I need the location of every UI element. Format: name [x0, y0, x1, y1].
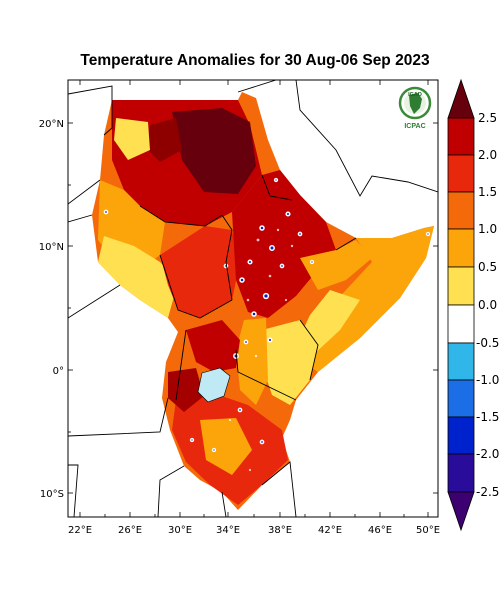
region-kenya-east	[262, 320, 318, 405]
colorbar-label-1-0: 1.0	[478, 222, 497, 236]
warm-mottle	[228, 228, 294, 472]
region-tanzania-mild	[200, 418, 252, 475]
colorbar-band-0-5-1-0	[447, 228, 475, 268]
map-frame	[67, 79, 439, 518]
colorbar-label-m0-5: -0.5	[476, 336, 499, 350]
colorbar-band-m2-0-m1-5	[447, 453, 475, 493]
colorbar-label-m1-5: -1.5	[476, 410, 499, 424]
map-title: Temperature Anomalies for 30 Aug-06 Sep …	[80, 52, 430, 69]
colorbar-label-m2-0: -2.0	[476, 447, 499, 461]
colorbar-bottom-arrow	[447, 491, 475, 532]
lake-victoria	[197, 367, 231, 403]
axis-ticks	[68, 80, 438, 517]
colorbar-label-m1-0: -1.0	[476, 373, 499, 387]
colorbar-band-1-5-2-0	[447, 154, 475, 193]
lon-label-22e: 22°E	[68, 525, 92, 536]
logo-bottom-text: ICPAC	[404, 123, 425, 130]
lat-label-10s: 10°S	[40, 489, 64, 500]
colorbar-top-arrow	[447, 78, 475, 119]
colorbar-band-m0-5-0-0	[447, 342, 475, 381]
colorbar-label-0-5: 0.5	[478, 260, 497, 274]
region-north-extreme	[172, 108, 256, 194]
colorbar-label-1-5: 1.5	[478, 185, 497, 199]
lon-label-34e: 34°E	[216, 525, 240, 536]
logo-top-text: IGAD	[408, 92, 422, 98]
colorbar-label-m2-5: -2.5	[476, 485, 499, 499]
lat-label-0: 0°	[53, 366, 64, 377]
colorbar-band-2-0-2-5	[447, 117, 475, 156]
anomaly-field	[68, 80, 438, 517]
cool-spots	[103, 177, 431, 453]
colorbar-label-2-0: 2.0	[478, 148, 497, 162]
colorbar-band-1-0-1-5	[447, 191, 475, 230]
colorbar-label-0-0: 0.0	[478, 298, 497, 312]
lon-label-38e: 38°E	[268, 525, 292, 536]
colorbar	[447, 78, 475, 532]
africa-map-icon	[409, 93, 422, 114]
region-south-sudan	[160, 226, 240, 318]
colorbar-band-m1-0-m0-5	[447, 379, 475, 418]
lon-label-26e: 26°E	[118, 525, 142, 536]
colorbar-band-m1-5-m1-0	[447, 416, 475, 455]
lon-label-50e: 50°E	[416, 525, 440, 536]
region-kenya-mild	[236, 318, 268, 405]
lat-label-10n: 10°N	[39, 242, 64, 253]
igad-icpac-logo: IGAD ICPAC	[398, 86, 432, 130]
colorbar-band-neutral	[447, 304, 475, 344]
region-ethiopia-mild	[300, 240, 372, 290]
lon-label-46e: 46°E	[368, 525, 392, 536]
region-west-slight	[98, 236, 178, 318]
lat-label-20n: 20°N	[39, 119, 64, 130]
colorbar-label-2-5: 2.5	[478, 111, 497, 125]
region-ethiopia	[232, 170, 336, 318]
region-tanzania-hot	[168, 368, 204, 412]
lon-label-30e: 30°E	[168, 525, 192, 536]
colorbar-band-0-0-0-5	[447, 266, 475, 306]
region-west-mild-2	[114, 118, 150, 160]
country-borders	[68, 80, 438, 517]
region-north-extreme-2	[146, 118, 182, 162]
lon-label-42e: 42°E	[318, 525, 342, 536]
region-uganda	[186, 320, 240, 372]
